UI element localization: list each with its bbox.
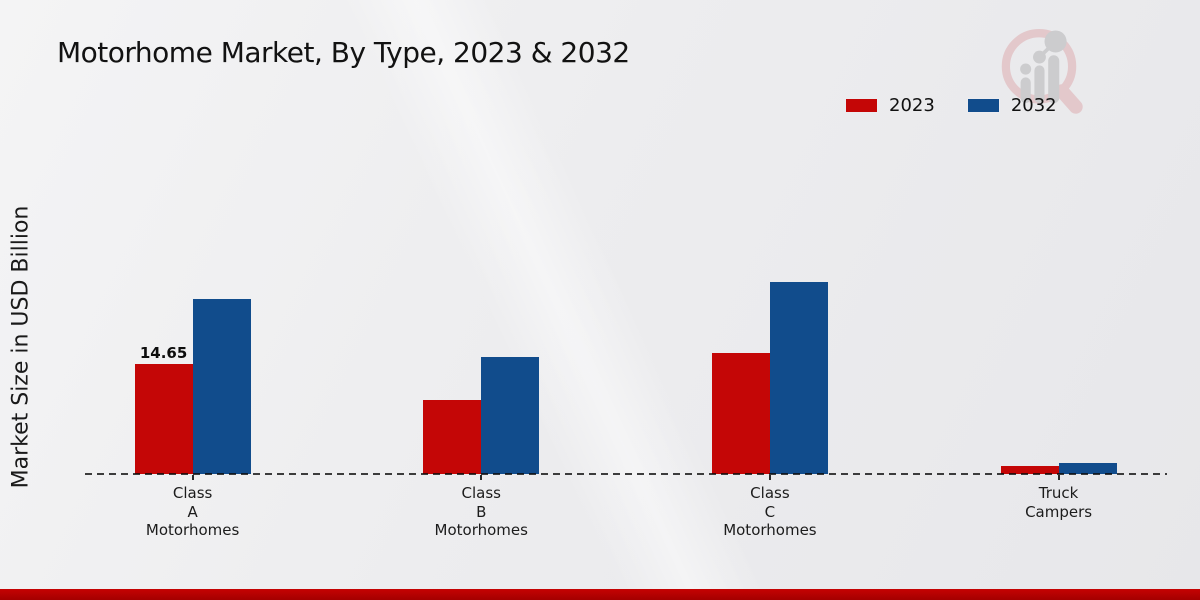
bar-2032-class-a-motorhomes <box>192 299 251 474</box>
bar-2023-class-c-motorhomes <box>711 352 770 474</box>
bar-2023-class-b-motorhomes <box>423 400 482 474</box>
bar-2032-class-b-motorhomes <box>481 357 540 474</box>
x-tick-class-b-motorhomes <box>480 475 483 480</box>
bar-2032-class-c-motorhomes <box>769 281 828 474</box>
x-tick-label-truck-campers: Truck Campers <box>1025 484 1093 521</box>
x-tick-label-class-c-motorhomes: Class C Motorhomes <box>723 484 817 539</box>
legend-swatch-2032 <box>966 98 1000 113</box>
footer-band <box>0 589 1200 600</box>
market-research-future-logo-icon <box>1001 29 1083 114</box>
bar-2023-truck-campers <box>1000 465 1059 474</box>
x-tick-class-a-motorhomes <box>191 475 194 480</box>
legend-label-2032: 2032 <box>1010 95 1057 116</box>
x-tick-class-c-motorhomes <box>768 475 771 480</box>
legend: 2023 2032 <box>845 95 1057 116</box>
x-tick-label-class-b-motorhomes: Class B Motorhomes <box>434 484 528 539</box>
bar-2032-truck-campers <box>1058 463 1117 474</box>
x-tick-truck-campers <box>1057 475 1060 480</box>
bar-2023-class-a-motorhomes <box>134 363 193 474</box>
legend-swatch-2023 <box>845 98 878 113</box>
chart-title: Motorhome Market, By Type, 2023 & 2032 <box>57 36 630 69</box>
value-label-2023-class-a-motorhomes: 14.65 <box>139 343 188 362</box>
plot-area: Class A Motorhomes Class B Motorhomes Class C Mo… <box>85 278 1170 539</box>
legend-label-2023: 2023 <box>889 95 935 116</box>
legend-item-2023: 2023 <box>845 95 935 116</box>
y-axis-label: Market Size in USD Billion <box>8 205 34 489</box>
x-axis-baseline <box>85 472 1167 475</box>
legend-item-2032: 2032 <box>966 95 1057 116</box>
x-tick-label-class-a-motorhomes: Class A Motorhomes <box>145 484 240 539</box>
